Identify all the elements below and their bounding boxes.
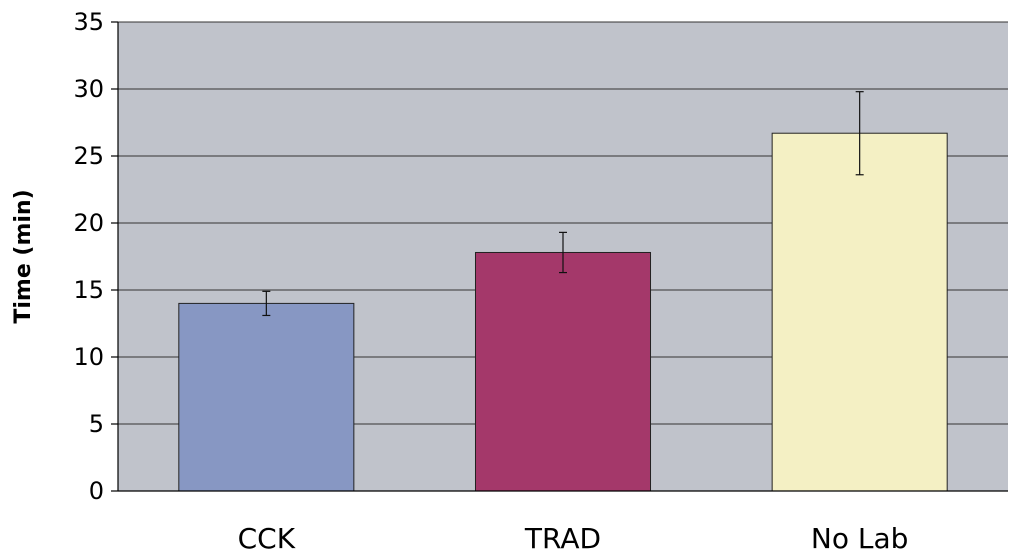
y-tick-label: 20 (73, 209, 104, 237)
y-tick-label: 25 (73, 142, 104, 170)
x-category-labels: CCK TRAD No Lab (238, 522, 909, 552)
bar-no-lab (771, 132, 948, 492)
bar-cck (178, 302, 355, 492)
y-tick-labels: 0 5 10 15 20 25 30 35 (73, 8, 104, 505)
y-tick-label: 30 (73, 75, 104, 103)
x-category-label: No Lab (811, 522, 909, 552)
error-bar (559, 231, 567, 274)
x-category-label: TRAD (524, 522, 601, 552)
y-axis-title: Time (min) (11, 189, 36, 323)
error-bar (262, 290, 271, 317)
y-tick-label: 35 (73, 8, 104, 36)
axes (111, 21, 1008, 492)
x-category-label: CCK (238, 522, 296, 552)
y-tick-label: 10 (73, 343, 104, 371)
y-tick-label: 15 (73, 276, 104, 304)
y-tick-label: 0 (89, 477, 104, 505)
bar-trad (474, 251, 652, 492)
error-bar (855, 91, 864, 176)
y-tick-label: 5 (89, 410, 104, 438)
error-bars (262, 91, 864, 317)
